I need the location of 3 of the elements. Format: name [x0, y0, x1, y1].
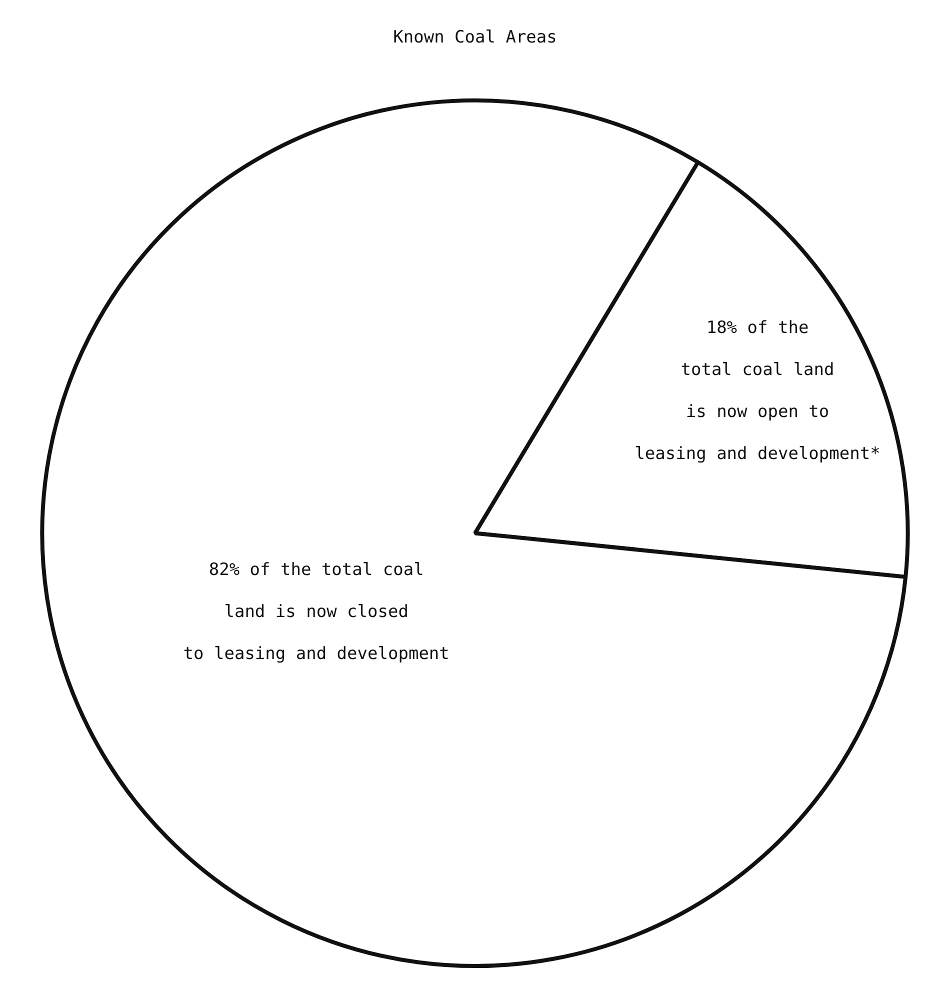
category-label: 18% of the total coal land is now open to leasing and development*: [634, 318, 880, 464]
category-label: 82% of the total coal land is now closed to leasing and development: [183, 560, 450, 664]
chart-title: Known Coal Areas: [393, 28, 557, 48]
